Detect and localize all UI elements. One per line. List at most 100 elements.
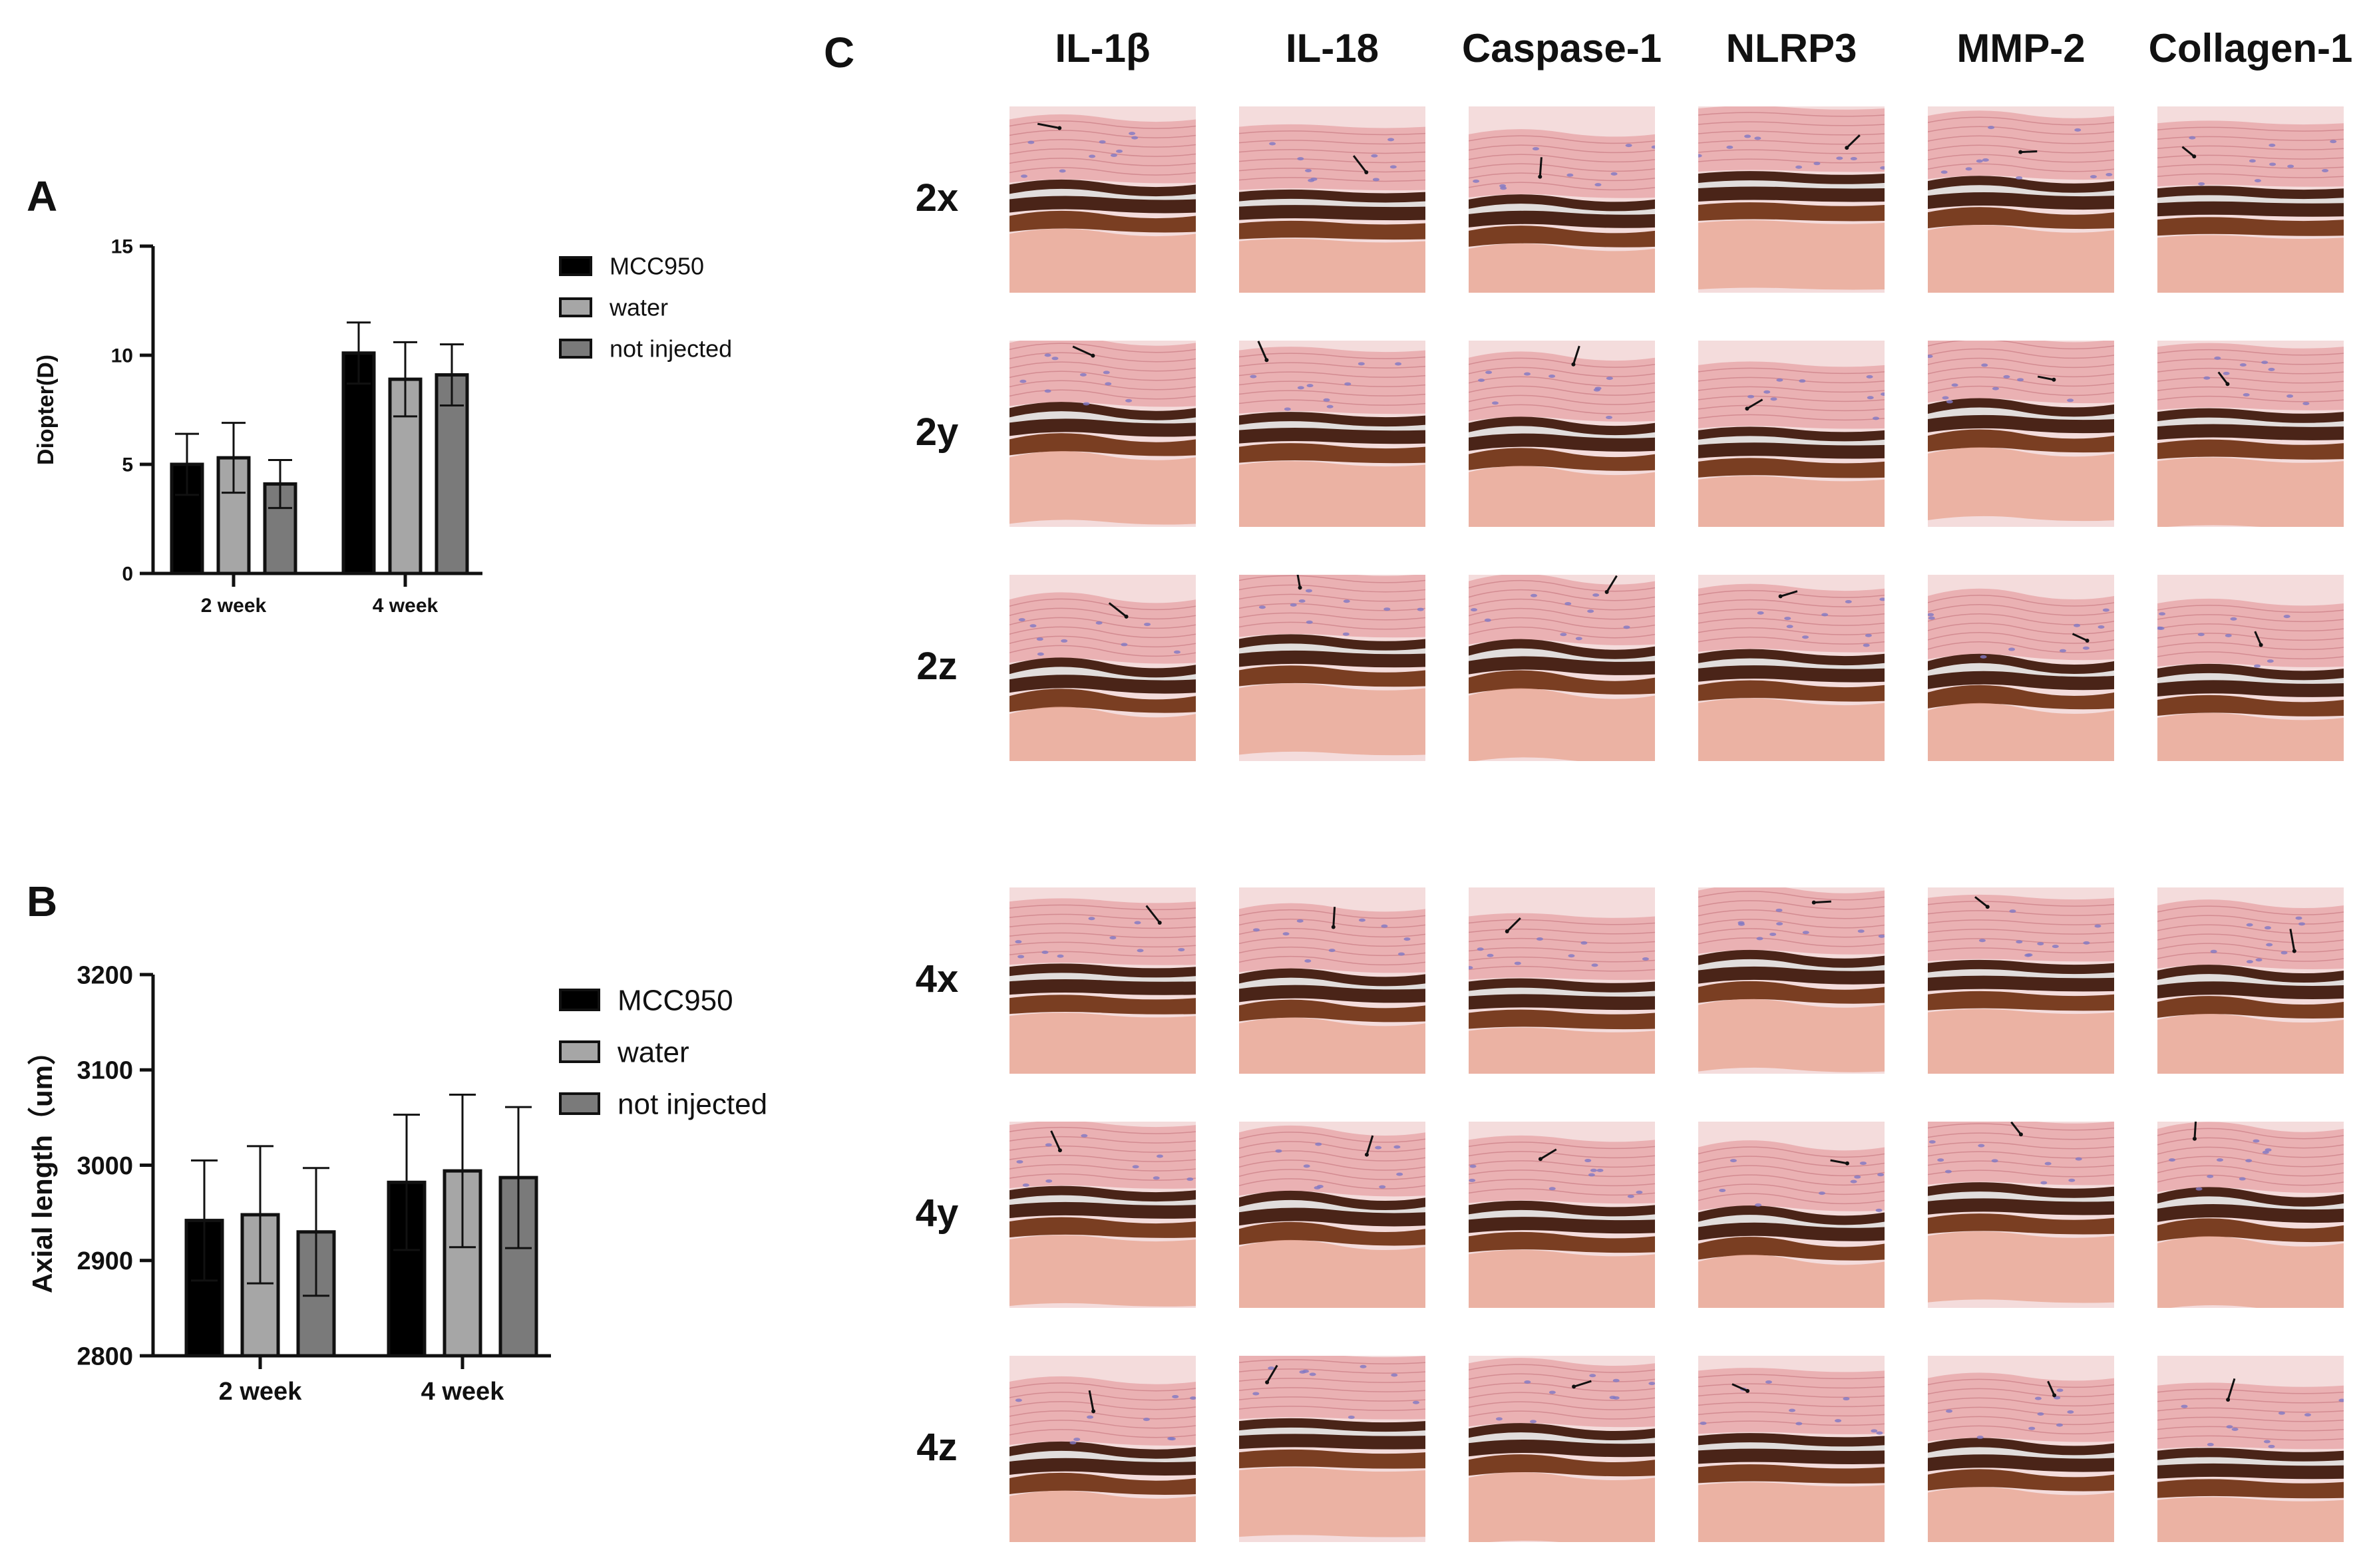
sclera-layer xyxy=(1928,1122,2114,1185)
collagen-fiber xyxy=(1928,116,2114,126)
cell-nucleus xyxy=(1412,1400,1419,1404)
cell-nucleus xyxy=(1379,1185,1386,1189)
cell-nucleus xyxy=(1027,140,1035,144)
collagen-fiber xyxy=(1928,1425,2114,1435)
cell-nucleus xyxy=(1491,401,1499,405)
cell-nucleus xyxy=(1314,1185,1321,1189)
cell-nucleus xyxy=(1029,624,1037,628)
cell-nucleus xyxy=(1297,386,1304,390)
cell-nucleus xyxy=(1605,415,1612,419)
cell-nucleus xyxy=(1850,157,1857,161)
collagen-fiber xyxy=(2157,1146,2344,1158)
cell-nucleus xyxy=(1478,379,1485,383)
cell-nucleus xyxy=(1057,954,1064,958)
cell-nucleus xyxy=(2082,646,2090,650)
collagen-fiber xyxy=(1469,1142,1655,1150)
vessel-gap xyxy=(2157,1457,2344,1466)
arrow-head xyxy=(1057,1148,1062,1153)
collagen-fiber xyxy=(1469,626,1655,639)
cell-nucleus xyxy=(1879,597,1885,601)
histology-image-2x-collagen-1 xyxy=(2157,106,2344,293)
vessel-gap xyxy=(1239,1199,1425,1213)
histology-image-4z-nlrp3 xyxy=(1698,1356,1885,1542)
cell-nucleus xyxy=(1776,922,1783,926)
column-header-caspase-1: Caspase-1 xyxy=(1461,26,1662,71)
legend-label-not-injected: not injected xyxy=(618,1088,767,1120)
collagen-fiber xyxy=(1698,1411,1885,1417)
cell-nucleus xyxy=(1015,1398,1022,1402)
cell-nucleus xyxy=(2304,1413,2311,1417)
cell-nucleus xyxy=(1880,166,1885,170)
annotation-arrow xyxy=(1813,900,1831,904)
collagen-fiber xyxy=(1698,900,1885,910)
cell-nucleus xyxy=(2068,1178,2076,1182)
vessel-gap xyxy=(1928,185,2114,197)
collagen-fiber xyxy=(2157,1435,2344,1441)
cell-nucleus xyxy=(1871,1429,1878,1433)
legend-label-mcc950: MCC950 xyxy=(610,253,704,280)
cell-nucleus xyxy=(1173,650,1181,654)
collagen-fiber xyxy=(1469,182,1655,191)
cell-nucleus xyxy=(1088,917,1095,921)
cell-nucleus xyxy=(1044,353,1051,357)
arrow-head xyxy=(2085,638,2090,643)
cell-nucleus xyxy=(2267,659,2274,663)
histology-image-4y-il-18 xyxy=(1239,1122,1425,1308)
collagen-fiber xyxy=(1239,1387,1425,1392)
cell-nucleus xyxy=(2003,375,2010,379)
annotation-arrow xyxy=(1846,134,1861,149)
collagen-fiber xyxy=(1698,599,1885,607)
cell-nucleus xyxy=(1381,924,1388,928)
collagen-fiber xyxy=(1698,1392,1885,1398)
cell-nucleus xyxy=(2231,1427,2239,1431)
cell-nucleus xyxy=(1532,147,1539,151)
cell-nucleus xyxy=(1290,603,1297,607)
cell-nucleus xyxy=(2253,1139,2260,1143)
annotation-arrow xyxy=(1746,398,1763,410)
collagen-fiber xyxy=(2157,943,2344,953)
collagen-fiber xyxy=(1698,891,1885,901)
arrow-head xyxy=(1811,900,1816,905)
histology-image-2z-il-1 xyxy=(1009,575,1196,761)
rpe-layer xyxy=(1239,999,1425,1022)
collagen-fiber xyxy=(1928,126,2114,135)
histology-image-2z-nlrp3 xyxy=(1698,575,1885,761)
cell-nucleus xyxy=(1358,362,1365,366)
cell-nucleus xyxy=(1560,633,1567,637)
vessel-gap xyxy=(1928,1447,2114,1459)
cell-nucleus xyxy=(1015,940,1022,944)
y-tick-label: 3200 xyxy=(77,961,133,989)
y-tick-label: 3000 xyxy=(77,1152,133,1180)
collagen-fiber xyxy=(1928,595,2114,607)
collagen-fiber xyxy=(1469,385,1655,396)
collagen-fiber xyxy=(1698,140,1885,145)
collagen-fiber xyxy=(1009,1392,1196,1401)
collagen-fiber xyxy=(1239,1368,1425,1374)
histology-image-2y-caspase-1 xyxy=(1469,341,1655,527)
cell-nucleus xyxy=(1982,158,1989,162)
legend-label-mcc950: MCC950 xyxy=(618,984,733,1017)
collagen-fiber xyxy=(1239,909,1425,919)
cell-nucleus xyxy=(1835,1419,1842,1423)
cell-nucleus xyxy=(1156,1154,1163,1158)
cell-nucleus xyxy=(2056,1423,2064,1427)
annotation-arrow xyxy=(2037,375,2054,381)
annotation-arrow xyxy=(1145,905,1161,923)
arrow-head xyxy=(1985,905,1990,909)
arrow-head xyxy=(1331,925,1336,929)
collagen-fiber xyxy=(1698,636,1885,645)
cell-nucleus xyxy=(2157,626,2163,630)
cell-nucleus xyxy=(1099,140,1106,144)
collagen-fiber xyxy=(1009,1429,1196,1438)
cell-nucleus xyxy=(1775,908,1783,912)
histology-image-4y-collagen-1 xyxy=(2157,1122,2344,1308)
tissue-section xyxy=(1698,1122,1885,1308)
histology-image-4z-mmp-2 xyxy=(1928,1356,2114,1542)
collagen-fiber xyxy=(1009,1420,1196,1429)
cell-nucleus xyxy=(1536,937,1543,941)
collagen-fiber xyxy=(1698,1374,1885,1380)
rpe-layer xyxy=(1009,1217,1196,1238)
collagen-fiber xyxy=(1928,1388,2114,1398)
retina-layer xyxy=(1239,683,1425,756)
cell-nucleus xyxy=(2056,1388,2064,1392)
